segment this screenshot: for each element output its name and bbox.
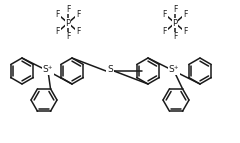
Text: F: F: [173, 5, 177, 14]
Text: F: F: [76, 10, 80, 19]
Text: S⁺: S⁺: [169, 65, 179, 75]
Text: F: F: [76, 27, 80, 36]
Text: S⁺: S⁺: [43, 65, 53, 75]
Text: F: F: [66, 5, 70, 14]
Text: F: F: [163, 27, 167, 36]
Text: F: F: [163, 10, 167, 19]
Text: F: F: [183, 27, 187, 36]
Text: P: P: [172, 18, 178, 27]
Text: F: F: [56, 10, 60, 19]
Text: P: P: [66, 18, 71, 27]
Text: F: F: [66, 32, 70, 41]
Text: F: F: [173, 32, 177, 41]
Text: F: F: [183, 10, 187, 19]
Text: S: S: [107, 65, 113, 75]
Text: F: F: [56, 27, 60, 36]
